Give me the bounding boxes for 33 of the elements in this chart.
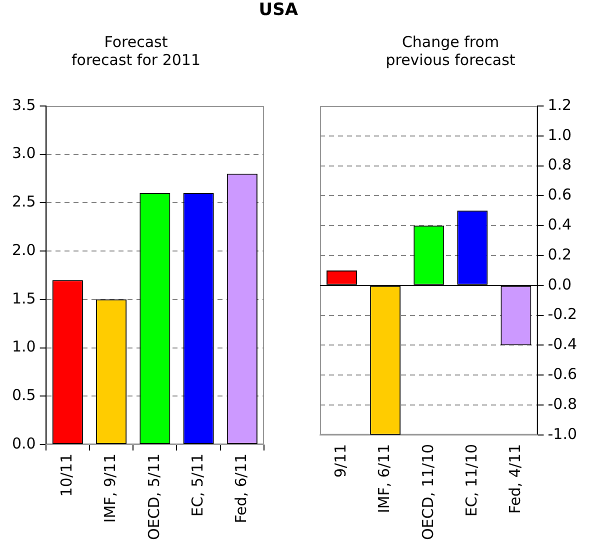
x-tick-label: Fed, 4/11 [506,444,524,514]
y-tick-label: -0.4 [548,335,578,354]
y-tick-label: 1.2 [548,96,572,114]
y-tick-label: 0.5 [12,386,36,404]
y-tick-label: 0.4 [548,216,572,234]
x-tick-label: 10/11 [58,453,76,497]
y-tick-label: -0.2 [548,305,578,324]
x-tick-label: IMF, 9/11 [101,453,120,523]
y-tick-label: 1.0 [12,338,36,356]
y-tick-label: 1.0 [548,126,572,144]
x-tick-label: OECD, 5/11 [144,453,163,540]
y-tick-label: 0.8 [548,156,572,174]
y-tick-label: 0.0 [12,434,36,452]
y-tick-label: -1.0 [548,424,578,443]
x-tick-label: 9/11 [332,444,350,478]
x-tick-label: Fed, 6/11 [232,453,250,524]
chart-title: USA [258,0,298,20]
y-tick-label: 3.0 [12,144,36,162]
y-tick-label: 1.5 [12,289,36,308]
y-tick-label: -0.8 [548,394,578,413]
y-tick-label: 3.5 [12,96,36,114]
y-tick-label: 0.0 [548,275,572,294]
y-tick-label: -0.6 [548,365,578,384]
x-tick-label: IMF, 6/11 [375,444,394,514]
x-tick-label: EC, 5/11 [188,453,206,517]
x-tick-label: OECD, 11/10 [418,444,437,540]
y-tick-label: 0.6 [548,186,572,204]
chart-subtitle: Forecast forecast for 2011 [72,32,200,69]
chart-subtitle: Change from previous forecast [386,32,516,69]
y-tick-label: 2.0 [12,240,36,259]
y-tick-label: 2.5 [12,192,36,211]
y-tick-label: 0.2 [548,245,572,264]
x-tick-label: EC, 11/10 [462,444,480,517]
